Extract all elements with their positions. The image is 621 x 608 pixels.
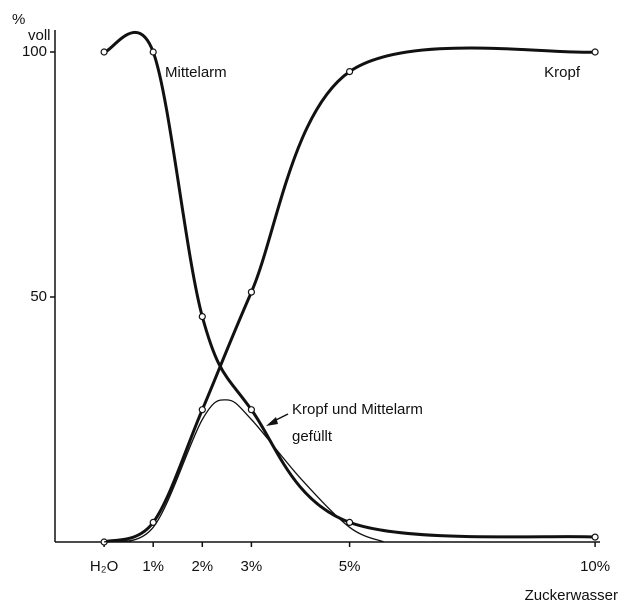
marker <box>345 518 354 527</box>
annotation: Kropf <box>544 64 581 81</box>
marker <box>591 533 599 541</box>
annotation: Kropf und Mittelarm <box>292 401 423 418</box>
x-tick-label: 1% <box>142 558 164 575</box>
y-axis-label: voll <box>28 27 51 44</box>
marker <box>198 313 206 321</box>
marker <box>198 406 206 414</box>
marker <box>591 48 599 56</box>
marker <box>247 288 255 296</box>
marker <box>100 48 108 56</box>
y-unit: % <box>12 11 25 28</box>
line <box>103 31 596 539</box>
line <box>103 46 596 544</box>
annotation: gefüllt <box>292 428 333 445</box>
marker <box>345 67 354 76</box>
x-tick-label: H₂O <box>90 558 118 575</box>
marker <box>149 48 157 56</box>
marker <box>247 406 255 414</box>
x-axis-label: Zuckerwasser <box>525 587 618 604</box>
x-tick-label: 5% <box>339 558 361 575</box>
x-tick-label: 10% <box>580 558 610 575</box>
annotation: Mittelarm <box>165 64 227 81</box>
y-tick-label: 50 <box>30 288 47 305</box>
x-tick-label: 2% <box>191 558 213 575</box>
x-tick-label: 3% <box>241 558 263 575</box>
line <box>103 399 385 543</box>
y-tick-label: 100 <box>22 43 47 60</box>
arrow-head <box>266 417 278 426</box>
